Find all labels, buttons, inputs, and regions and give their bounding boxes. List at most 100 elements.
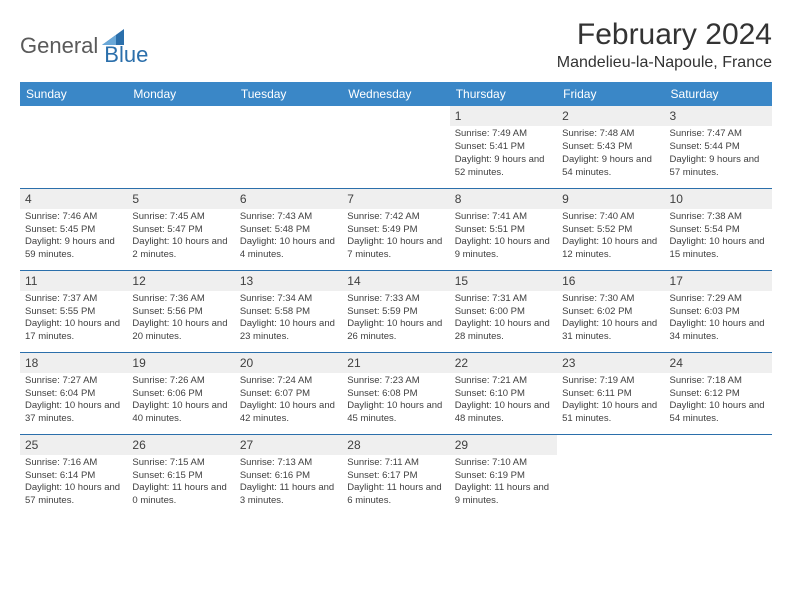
day-number: 15 bbox=[450, 271, 557, 291]
daylight-line: Daylight: 10 hours and 54 minutes. bbox=[670, 400, 767, 426]
brand-text-general: General bbox=[20, 33, 98, 59]
daylight-line: Daylight: 11 hours and 9 minutes. bbox=[455, 482, 552, 508]
sunrise-line: Sunrise: 7:23 AM bbox=[347, 375, 444, 388]
sunrise-line: Sunrise: 7:34 AM bbox=[240, 293, 337, 306]
calendar-day-cell: 4Sunrise: 7:46 AMSunset: 5:45 PMDaylight… bbox=[20, 188, 127, 270]
day-number: 25 bbox=[20, 435, 127, 455]
day-number: 16 bbox=[557, 271, 664, 291]
calendar-table: Sunday Monday Tuesday Wednesday Thursday… bbox=[20, 82, 772, 516]
sunrise-line: Sunrise: 7:46 AM bbox=[25, 211, 122, 224]
sunset-line: Sunset: 5:41 PM bbox=[455, 141, 552, 154]
calendar-day-cell: 16Sunrise: 7:30 AMSunset: 6:02 PMDayligh… bbox=[557, 270, 664, 352]
location-text: Mandelieu-la-Napoule, France bbox=[557, 54, 772, 72]
sunset-line: Sunset: 6:16 PM bbox=[240, 470, 337, 483]
day-number: 4 bbox=[20, 189, 127, 209]
daylight-line: Daylight: 10 hours and 12 minutes. bbox=[562, 236, 659, 262]
sunrise-line: Sunrise: 7:15 AM bbox=[132, 457, 229, 470]
calendar-day-cell: . bbox=[342, 106, 449, 188]
daylight-line: Daylight: 10 hours and 57 minutes. bbox=[25, 482, 122, 508]
sunrise-line: Sunrise: 7:37 AM bbox=[25, 293, 122, 306]
sunset-line: Sunset: 6:19 PM bbox=[455, 470, 552, 483]
calendar-day-cell: 25Sunrise: 7:16 AMSunset: 6:14 PMDayligh… bbox=[20, 434, 127, 516]
calendar-day-cell: 19Sunrise: 7:26 AMSunset: 6:06 PMDayligh… bbox=[127, 352, 234, 434]
calendar-week-row: 11Sunrise: 7:37 AMSunset: 5:55 PMDayligh… bbox=[20, 270, 772, 352]
sunset-line: Sunset: 6:11 PM bbox=[562, 388, 659, 401]
calendar-day-cell: 10Sunrise: 7:38 AMSunset: 5:54 PMDayligh… bbox=[665, 188, 772, 270]
sunrise-line: Sunrise: 7:38 AM bbox=[670, 211, 767, 224]
day-number: 18 bbox=[20, 353, 127, 373]
sunrise-line: Sunrise: 7:10 AM bbox=[455, 457, 552, 470]
day-number: 28 bbox=[342, 435, 449, 455]
brand-logo: General Blue bbox=[20, 24, 148, 68]
calendar-day-cell: 8Sunrise: 7:41 AMSunset: 5:51 PMDaylight… bbox=[450, 188, 557, 270]
weekday-header: Wednesday bbox=[342, 82, 449, 106]
calendar-day-cell: . bbox=[127, 106, 234, 188]
month-title: February 2024 bbox=[557, 18, 772, 52]
calendar-day-cell: 15Sunrise: 7:31 AMSunset: 6:00 PMDayligh… bbox=[450, 270, 557, 352]
daylight-line: Daylight: 11 hours and 6 minutes. bbox=[347, 482, 444, 508]
daylight-line: Daylight: 9 hours and 52 minutes. bbox=[455, 154, 552, 180]
page-header: General Blue February 2024 Mandelieu-la-… bbox=[20, 18, 772, 72]
daylight-line: Daylight: 10 hours and 37 minutes. bbox=[25, 400, 122, 426]
sunset-line: Sunset: 5:59 PM bbox=[347, 306, 444, 319]
calendar-day-cell: 29 Sunrise: 7:10 AMSunset: 6:19 PMDayligh… bbox=[450, 434, 557, 516]
sunset-line: Sunset: 6:03 PM bbox=[670, 306, 767, 319]
day-number: 22 bbox=[450, 353, 557, 373]
calendar-day-cell: 2Sunrise: 7:48 AMSunset: 5:43 PMDaylight… bbox=[557, 106, 664, 188]
sunset-line: Sunset: 5:55 PM bbox=[25, 306, 122, 319]
calendar-week-row: 4Sunrise: 7:46 AMSunset: 5:45 PMDaylight… bbox=[20, 188, 772, 270]
day-number: 13 bbox=[235, 271, 342, 291]
sunset-line: Sunset: 5:58 PM bbox=[240, 306, 337, 319]
calendar-day-cell: 26Sunrise: 7:15 AMSunset: 6:15 PMDayligh… bbox=[127, 434, 234, 516]
calendar-day-cell: 18Sunrise: 7:27 AMSunset: 6:04 PMDayligh… bbox=[20, 352, 127, 434]
sunset-line: Sunset: 6:02 PM bbox=[562, 306, 659, 319]
sunset-line: Sunset: 5:47 PM bbox=[132, 224, 229, 237]
calendar-day-cell: 24Sunrise: 7:18 AMSunset: 6:12 PMDayligh… bbox=[665, 352, 772, 434]
sunrise-line: Sunrise: 7:13 AM bbox=[240, 457, 337, 470]
day-number: 19 bbox=[127, 353, 234, 373]
day-number: 29 bbox=[450, 435, 557, 455]
calendar-week-row: 18Sunrise: 7:27 AMSunset: 6:04 PMDayligh… bbox=[20, 352, 772, 434]
sunrise-line: Sunrise: 7:26 AM bbox=[132, 375, 229, 388]
sunset-line: Sunset: 5:56 PM bbox=[132, 306, 229, 319]
day-number: 26 bbox=[127, 435, 234, 455]
daylight-line: Daylight: 9 hours and 59 minutes. bbox=[25, 236, 122, 262]
sunrise-line: Sunrise: 7:11 AM bbox=[347, 457, 444, 470]
sunset-line: Sunset: 6:04 PM bbox=[25, 388, 122, 401]
daylight-line: Daylight: 11 hours and 3 minutes. bbox=[240, 482, 337, 508]
weekday-header: Thursday bbox=[450, 82, 557, 106]
day-number: 24 bbox=[665, 353, 772, 373]
day-number: 5 bbox=[127, 189, 234, 209]
sunrise-line: Sunrise: 7:19 AM bbox=[562, 375, 659, 388]
daylight-line: Daylight: 10 hours and 28 minutes. bbox=[455, 318, 552, 344]
sunrise-line: Sunrise: 7:31 AM bbox=[455, 293, 552, 306]
calendar-day-cell: 21Sunrise: 7:23 AMSunset: 6:08 PMDayligh… bbox=[342, 352, 449, 434]
calendar-day-cell: 11Sunrise: 7:37 AMSunset: 5:55 PMDayligh… bbox=[20, 270, 127, 352]
sunrise-line: Sunrise: 7:30 AM bbox=[562, 293, 659, 306]
day-number: 17 bbox=[665, 271, 772, 291]
calendar-body: ....1Sunrise: 7:49 AMSunset: 5:41 PMDayl… bbox=[20, 106, 772, 516]
sunset-line: Sunset: 6:12 PM bbox=[670, 388, 767, 401]
sunset-line: Sunset: 5:51 PM bbox=[455, 224, 552, 237]
sunrise-line: Sunrise: 7:41 AM bbox=[455, 211, 552, 224]
sunset-line: Sunset: 6:10 PM bbox=[455, 388, 552, 401]
day-number: 10 bbox=[665, 189, 772, 209]
calendar-week-row: ....1Sunrise: 7:49 AMSunset: 5:41 PMDayl… bbox=[20, 106, 772, 188]
sunrise-line: Sunrise: 7:40 AM bbox=[562, 211, 659, 224]
day-number: 20 bbox=[235, 353, 342, 373]
daylight-line: Daylight: 10 hours and 26 minutes. bbox=[347, 318, 444, 344]
calendar-day-cell: 12Sunrise: 7:36 AMSunset: 5:56 PMDayligh… bbox=[127, 270, 234, 352]
daylight-line: Daylight: 10 hours and 4 minutes. bbox=[240, 236, 337, 262]
day-number: 3 bbox=[665, 106, 772, 126]
calendar-day-cell: 6Sunrise: 7:43 AMSunset: 5:48 PMDaylight… bbox=[235, 188, 342, 270]
sunrise-line: Sunrise: 7:49 AM bbox=[455, 128, 552, 141]
daylight-line: Daylight: 10 hours and 51 minutes. bbox=[562, 400, 659, 426]
daylight-line: Daylight: 10 hours and 45 minutes. bbox=[347, 400, 444, 426]
daylight-line: Daylight: 10 hours and 23 minutes. bbox=[240, 318, 337, 344]
daylight-line: Daylight: 10 hours and 48 minutes. bbox=[455, 400, 552, 426]
sunrise-line: Sunrise: 7:24 AM bbox=[240, 375, 337, 388]
calendar-day-cell: . bbox=[20, 106, 127, 188]
title-block: February 2024 Mandelieu-la-Napoule, Fran… bbox=[557, 18, 772, 72]
calendar-day-cell: 22Sunrise: 7:21 AMSunset: 6:10 PMDayligh… bbox=[450, 352, 557, 434]
sunrise-line: Sunrise: 7:43 AM bbox=[240, 211, 337, 224]
